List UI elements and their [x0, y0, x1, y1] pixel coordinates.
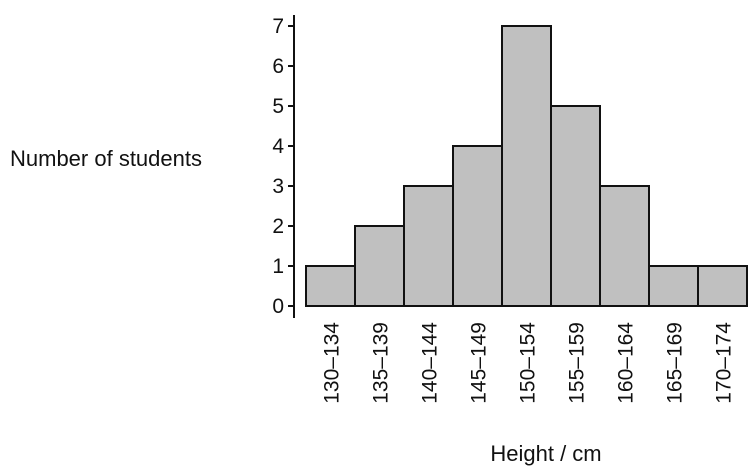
y-tick-label: 3: [272, 175, 284, 198]
y-tick-label: 2: [272, 215, 284, 238]
bar-165–169: [648, 265, 699, 307]
y-tick-label: 5: [272, 95, 284, 118]
bar-130–134: [305, 265, 356, 307]
x-tick-label: 135–139: [370, 322, 393, 404]
x-tick-label: 155–159: [566, 322, 589, 404]
y-tick-label: 1: [272, 255, 284, 278]
x-axis-label: Height / cm: [490, 441, 601, 466]
x-ticks-group: 130–134 135–139 140–144 145–149 150–154 155–1…: [321, 322, 736, 404]
x-tick-label: 170–174: [713, 322, 736, 404]
y-tick-label: 7: [272, 15, 284, 38]
bar-140–144: [403, 185, 454, 307]
bar-150–154: [501, 25, 552, 307]
bar-170–174: [697, 265, 748, 307]
x-tick-label: 165–169: [664, 322, 687, 404]
x-tick-label: 140–144: [419, 322, 442, 404]
x-tick-label: 150–154: [517, 322, 540, 404]
bars-group: [305, 25, 748, 307]
bar-155–159: [550, 105, 601, 307]
x-tick-label: 160–164: [615, 322, 638, 404]
x-tick-label: 130–134: [321, 322, 344, 404]
y-tick-label: 6: [272, 55, 284, 78]
y-tick-label: 4: [272, 135, 284, 158]
x-tick-label: 145–149: [468, 322, 491, 404]
y-axis-label: Number of students: [10, 146, 202, 171]
bar-160–164: [599, 185, 650, 307]
y-ticks-group: 0 1 2 3 4 5 6 7: [272, 15, 294, 318]
y-tick-label: 0: [272, 295, 284, 318]
bar-145–149: [452, 145, 503, 307]
bar-135–139: [354, 225, 405, 307]
